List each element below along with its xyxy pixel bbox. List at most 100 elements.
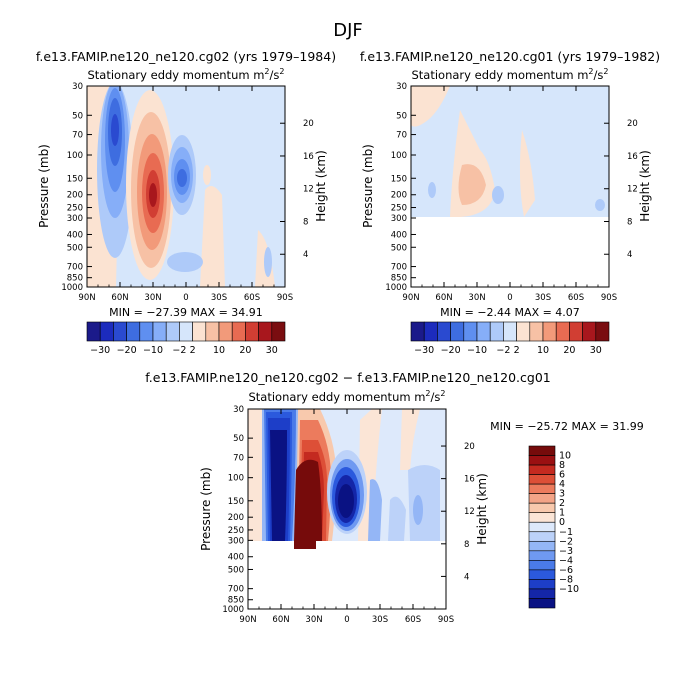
panel2-colorbar-swatch: [555, 321, 570, 342]
diff-x-tick-label: 90S: [438, 615, 454, 625]
diff-y-tick-label: 200: [228, 513, 244, 523]
panel1-colorbar-swatch: [192, 321, 207, 342]
diff-y-tick-label: 300: [228, 536, 244, 546]
diff-colorbar-label: −10: [559, 584, 579, 595]
panel-2-masked-region: [411, 217, 609, 287]
panel2-colorbar-label: 10: [537, 345, 549, 356]
panel2-x-tick-label: 60S: [568, 293, 584, 303]
panel-2-weak-positive-north: [411, 86, 450, 127]
panel2-colorbar-swatch: [582, 321, 597, 342]
panel-1-subtitle: Stationary eddy momentum m2/s2: [88, 67, 285, 82]
diff-colorbar-label: 3: [559, 489, 565, 500]
panel2-colorbar-swatch: [542, 321, 557, 342]
diff-colorbar-label: −2: [559, 536, 573, 547]
panel2-x-tick-label: 0: [507, 293, 512, 303]
panel-2-weak-negative-south: [595, 199, 605, 211]
panel-1: f.e13.FAMIP.ne120_ne120.cg02 (yrs 1979–1…: [36, 49, 336, 356]
panel2-colorbar-swatch: [595, 321, 610, 342]
diff-y-tick-label: 1000: [222, 605, 244, 615]
panel1-y-tick-label: 700: [67, 263, 83, 273]
panel2-x-tick-label: 30S: [535, 293, 551, 303]
panel2-colorbar-swatch: [503, 321, 517, 342]
panel2-colorbar-swatch: [437, 321, 451, 342]
panel-2-weak-negative-2: [492, 186, 504, 204]
diff-stats: MIN = −25.72 MAX = 31.99: [490, 420, 644, 433]
panel1-y-tick-label: 70: [72, 131, 83, 141]
panel1-colorbar-swatch: [86, 321, 101, 342]
diff-colorbar-swatch: [528, 521, 556, 533]
diff-y-tick-label: 250: [228, 526, 244, 536]
diff-weak-positive-north: [248, 409, 264, 541]
panel2-height-tick-label: 16: [627, 152, 638, 162]
diff-x-tick-label: 60N: [272, 615, 289, 625]
panel1-colorbar-swatch: [205, 321, 220, 342]
panel1-colorbar-swatch: [126, 321, 141, 342]
panel2-y-tick-label: 30: [396, 82, 407, 92]
panel2-x-tick-label: 90N: [402, 293, 419, 303]
panel-1-small-positive: [203, 165, 211, 185]
panel1-height-tick-label: 4: [303, 250, 308, 260]
panel-2-subtitle: Stationary eddy momentum m2/s2: [412, 67, 609, 82]
panel-2: f.e13.FAMIP.ne120_ne120.cg01 (yrs 1979–1…: [360, 49, 660, 356]
panel2-height-tick-label: 12: [627, 185, 638, 195]
diff-weak-negative-south-3: [408, 465, 440, 541]
diff-colorbar-swatch: [528, 598, 556, 609]
panel2-y-tick-label: 200: [391, 191, 407, 201]
panel1-colorbar-swatch: [113, 321, 127, 342]
panel-1-ylabel: Pressure (mb): [37, 144, 51, 228]
panel2-colorbar-swatch: [410, 321, 425, 342]
panel-2-colorbar: −30 −20 −10 −2 2 10 20 30: [410, 321, 610, 356]
panel-1-positive-jet-core: [149, 183, 157, 207]
panel2-x-tick-label: 90S: [601, 293, 617, 303]
panel1-y-tick-label: 100: [67, 151, 83, 161]
panel-1-axes: 90N 60N 30N 0 30S 60S 90S 30 50 70 100 150 200 250300…: [61, 82, 313, 303]
diff-y-tick-label: 50: [233, 434, 244, 444]
panel1-y-tick-label: 250: [67, 204, 83, 214]
panel1-colorbar-label: −2: [172, 345, 186, 356]
panel1-x-tick-label: 60S: [244, 293, 260, 303]
panel-1-title: f.e13.FAMIP.ne120_ne120.cg02 (yrs 1979–1…: [36, 49, 336, 64]
panel-1-negative-jet-core: [111, 114, 119, 146]
diff-height-tick-label: 16: [464, 475, 475, 485]
panel1-y-tick-label: 200: [67, 191, 83, 201]
panel-1-ylabel-right: Height (km): [314, 150, 328, 221]
diff-panel: f.e13.FAMIP.ne120_ne120.cg02 − f.e13.FAM…: [145, 370, 644, 625]
diff-weak-negative-south: [368, 479, 382, 541]
panel1-y-tick-label: 400: [67, 230, 83, 240]
diff-x-tick-label: 30N: [305, 615, 322, 625]
panel2-colorbar-swatch: [569, 321, 583, 342]
panel2-colorbar-label: 20: [563, 345, 575, 356]
diff-colorbar-swatch: [528, 560, 556, 571]
panel2-colorbar-swatch: [423, 321, 438, 342]
diff-colorbar-label: 4: [559, 479, 565, 490]
panel2-colorbar-swatch: [476, 321, 491, 342]
panel1-colorbar-swatch: [245, 321, 259, 342]
main-title: DJF: [333, 20, 363, 41]
panel1-colorbar-swatch: [139, 321, 154, 342]
panel-1-stats: MIN = −27.39 MAX = 34.91: [109, 306, 263, 319]
panel1-colorbar-label: −10: [143, 345, 163, 356]
panel1-y-tick-label: 500: [67, 243, 83, 253]
panel1-colorbar-swatch: [231, 321, 246, 342]
panel-2-background: [411, 86, 609, 217]
diff-colorbar-label: 2: [559, 498, 565, 509]
diff-colorbar-label: 8: [559, 460, 565, 471]
diff-negative-jet-core: [270, 430, 287, 541]
diff-small-negative: [413, 495, 423, 525]
panel1-x-tick-label: 90S: [277, 293, 293, 303]
panel1-colorbar-swatch: [271, 321, 286, 342]
panel2-y-tick-label: 400: [391, 230, 407, 240]
diff-height-tick-label: 8: [464, 540, 469, 550]
diff-ylabel: Pressure (mb): [199, 467, 213, 551]
diff-y-tick-label: 150: [228, 497, 244, 507]
diff-colorbar-swatch: [528, 474, 556, 485]
diff-height-tick-label: 12: [464, 507, 475, 517]
diff-height-tick-label: 20: [464, 442, 475, 452]
diff-colorbar-swatch: [528, 512, 556, 523]
diff-x-tick-label: 60S: [405, 615, 421, 625]
panel1-colorbar-label: −30: [90, 345, 110, 356]
diff-x-tick-label: 90N: [239, 615, 256, 625]
panel2-y-tick-label: 500: [391, 243, 407, 253]
diff-y-tick-label: 850: [228, 596, 244, 606]
